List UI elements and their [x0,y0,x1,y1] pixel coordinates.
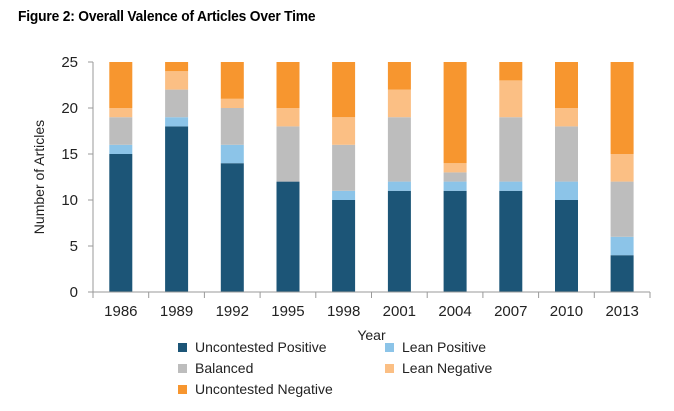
bar-segment-2013-s2 [610,181,634,237]
bar-segment-1992-s0 [220,163,244,292]
bar-segment-1995-s4 [276,62,300,108]
bar-segment-1986-s3 [109,108,133,118]
legend-item: Uncontested Positive [178,339,327,355]
x-tick-label: 2013 [605,303,638,320]
bar-segment-2010-s3 [555,108,578,127]
bar-segment-2004-s2 [443,172,467,182]
legend-swatch [385,342,394,352]
bar-segment-2013-s4 [610,62,634,154]
bar-segment-2010-s2 [555,126,578,182]
legend-swatch [178,342,187,352]
bar-segment-1998-s0 [332,200,356,292]
legend-swatch [178,363,187,373]
legend-label: Uncontested Negative [195,381,333,397]
legend-item: Lean Positive [385,339,486,355]
legend-swatch [385,363,394,373]
bar-segment-2007-s0 [499,190,523,292]
y-tick-label: 5 [70,238,78,255]
bar-segment-1986-s2 [109,117,133,145]
bar-segment-2007-s4 [499,62,523,81]
x-tick-label: 2004 [438,303,471,320]
bar-segment-2001-s1 [387,181,411,191]
bar-segment-1992-s4 [220,62,244,99]
bar-segment-2004-s4 [443,62,467,164]
bar-segment-2013-s1 [610,236,634,256]
bar-segment-1989-s3 [165,71,189,90]
bar-segment-2013-s0 [610,255,634,292]
x-tick-label: 1989 [160,303,193,320]
bar-segment-1992-s3 [220,98,244,108]
bar-segment-1986-s0 [109,154,133,292]
legend-item: Uncontested Negative [178,381,333,397]
x-tick-label: 1995 [271,303,304,320]
bar-segment-1998-s2 [332,144,356,191]
bar-segment-2007-s3 [499,80,523,118]
y-tick-label: 0 [70,284,78,301]
x-tick-label: 1998 [327,303,360,320]
bar-segment-2010-s0 [555,200,578,292]
labels-layer: 1986 1989 1992 1995 1998 2001 2004 2007 2010 2013… [31,54,639,343]
legend-label: Uncontested Positive [195,339,327,355]
bar-segment-1998-s3 [332,117,356,145]
legend-item: Balanced [178,360,253,376]
bar-segment-2010-s1 [555,181,578,200]
legend-swatch [178,384,187,394]
bar-segment-1989-s0 [165,126,189,293]
x-tick-label: 1992 [216,303,249,320]
bar-segment-2013-s3 [610,154,634,182]
bar-segment-1995-s2 [276,126,300,182]
bar-segment-1998-s1 [332,190,356,200]
bar-segment-1995-s0 [276,181,300,292]
x-tick-label: 2007 [494,303,527,320]
x-tick-label: 1986 [104,303,137,320]
bar-segment-1989-s4 [165,62,189,72]
axes-layer [88,61,651,298]
bar-segment-2007-s2 [499,117,523,182]
bar-segment-2001-s0 [387,190,411,292]
legend-label: Lean Negative [402,360,493,376]
bar-segment-2001-s4 [387,62,411,90]
bar-segment-1989-s2 [165,89,189,118]
bar-segment-1986-s1 [109,144,133,154]
x-tick-label: 2010 [550,303,583,320]
bar-segment-1992-s2 [220,108,244,145]
bar-segment-2004-s0 [443,190,467,292]
bar-segment-1998-s4 [332,62,356,118]
y-axis-title: Number of Articles [31,120,47,234]
bar-segment-1992-s1 [220,144,244,164]
bar-segment-2001-s3 [387,89,411,118]
bar-segment-2004-s3 [443,163,467,173]
bar-segment-2001-s2 [387,117,411,182]
bar-segment-1986-s4 [109,62,133,108]
figure-title: Figure 2: Overall Valence of Articles Ov… [18,8,316,25]
bar-segment-2004-s1 [443,181,467,191]
stacked-bar-chart: 1986 1989 1992 1995 1998 2001 2004 2007 2010 2013… [31,54,651,343]
y-tick-label: 20 [61,100,78,117]
legend-item: Lean Negative [385,360,492,376]
x-axis-title: Year [357,327,386,343]
legend-label: Balanced [195,360,254,376]
bar-segment-1989-s1 [165,117,189,127]
bar-segment-2007-s1 [499,181,523,191]
legend-label: Lean Positive [402,339,487,355]
y-tick-label: 25 [61,54,78,71]
bar-segment-2010-s4 [555,62,578,108]
x-tick-label: 2001 [383,303,416,320]
bar-segment-1995-s3 [276,108,300,127]
y-tick-label: 10 [61,192,78,209]
bars-layer [109,62,634,293]
y-tick-label: 15 [61,146,78,163]
